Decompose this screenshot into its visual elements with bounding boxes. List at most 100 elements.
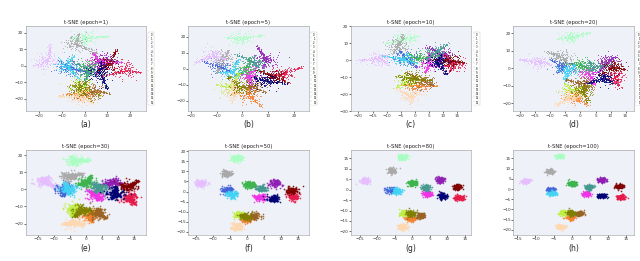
Point xyxy=(86,98,97,103)
Point xyxy=(109,59,120,63)
Point xyxy=(576,211,586,215)
Point xyxy=(394,225,404,229)
Point xyxy=(109,185,120,189)
Point xyxy=(596,66,606,70)
Point xyxy=(554,51,564,55)
Point xyxy=(273,79,284,84)
Point xyxy=(410,215,420,220)
Point xyxy=(75,215,85,220)
Point xyxy=(246,85,257,89)
Point xyxy=(72,80,82,84)
Point xyxy=(208,55,218,59)
Point xyxy=(108,59,118,63)
Point xyxy=(254,46,264,50)
Point xyxy=(262,75,273,79)
Point xyxy=(67,212,77,216)
Point xyxy=(74,206,84,210)
Point xyxy=(79,86,90,90)
Point xyxy=(579,88,589,92)
Point xyxy=(399,213,410,218)
Point xyxy=(444,53,454,57)
Point xyxy=(58,64,68,68)
Point xyxy=(424,59,434,63)
Point xyxy=(397,210,408,214)
Point xyxy=(424,64,435,68)
Point xyxy=(549,169,559,174)
Point xyxy=(73,94,83,99)
Point xyxy=(67,183,77,188)
Point xyxy=(570,97,580,101)
Point xyxy=(237,37,247,41)
Point xyxy=(391,186,401,190)
Point xyxy=(360,179,370,183)
Point xyxy=(252,194,262,198)
Point xyxy=(240,55,250,59)
Point xyxy=(79,84,89,88)
Point xyxy=(588,82,598,86)
Point xyxy=(83,179,93,183)
Point xyxy=(230,189,240,193)
Point xyxy=(377,54,387,58)
Point xyxy=(252,61,262,66)
Point xyxy=(79,209,90,213)
Point xyxy=(259,76,269,80)
Point xyxy=(93,190,104,194)
Point xyxy=(444,59,454,63)
Point xyxy=(111,194,122,198)
Point xyxy=(221,84,231,88)
Point xyxy=(246,59,256,63)
Point xyxy=(74,66,84,70)
Point xyxy=(428,48,438,52)
Point xyxy=(613,183,623,187)
Point xyxy=(440,69,450,74)
Point xyxy=(578,191,588,195)
Point xyxy=(255,73,265,78)
Point xyxy=(438,177,448,182)
Point xyxy=(424,194,435,198)
Point xyxy=(433,53,443,57)
Point xyxy=(65,66,75,70)
Point xyxy=(561,55,572,59)
Point xyxy=(230,61,240,66)
Point xyxy=(59,182,69,187)
Point xyxy=(85,68,95,73)
Point xyxy=(98,78,108,82)
Point xyxy=(432,57,442,61)
Point xyxy=(403,97,413,101)
Point xyxy=(427,49,437,53)
Point xyxy=(552,54,563,58)
Point xyxy=(194,181,204,186)
Point xyxy=(104,180,114,185)
Point xyxy=(241,185,251,189)
Point xyxy=(221,188,232,192)
Point xyxy=(578,61,588,66)
Point xyxy=(76,94,86,98)
Point xyxy=(39,55,49,59)
Point xyxy=(77,159,88,163)
Point xyxy=(251,82,261,86)
Point xyxy=(81,92,91,96)
Point xyxy=(108,194,118,199)
Point xyxy=(89,194,99,198)
Point xyxy=(440,58,450,63)
Point xyxy=(74,158,84,163)
Point xyxy=(81,68,92,72)
Point xyxy=(288,190,298,194)
Point xyxy=(79,87,89,91)
Point xyxy=(574,92,584,96)
Point xyxy=(584,69,594,73)
Point xyxy=(220,173,230,177)
Point xyxy=(612,184,622,188)
Point xyxy=(390,188,401,192)
Point xyxy=(84,88,95,92)
Point xyxy=(35,179,45,183)
Point xyxy=(552,103,563,107)
Point xyxy=(226,100,236,105)
Point xyxy=(75,88,85,93)
Point xyxy=(68,93,78,97)
Point xyxy=(270,78,280,82)
Point xyxy=(62,62,72,67)
Point xyxy=(612,186,622,190)
Point xyxy=(292,192,302,196)
Point xyxy=(219,173,229,177)
